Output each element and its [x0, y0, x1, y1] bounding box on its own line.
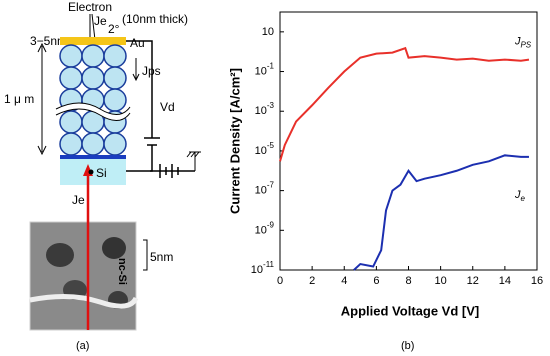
height-label: 1 μ m	[4, 92, 34, 106]
ground	[186, 151, 201, 171]
break	[54, 103, 133, 121]
x-tick-label: 6	[373, 275, 379, 287]
je-top-label: Je	[94, 14, 107, 28]
caption-b: (b)	[401, 340, 414, 352]
series-label: JPS	[514, 35, 532, 49]
battery	[150, 164, 195, 178]
x-tick-label: 12	[467, 275, 479, 287]
je-bottom-label: Je	[72, 193, 85, 207]
thick-label: (10nm thick)	[122, 12, 188, 26]
scale-label: 5nm	[150, 250, 173, 264]
y-tick-label: 10-1	[255, 62, 275, 78]
pore-label: 3−5nm	[30, 34, 67, 48]
x-tick-label: 2	[309, 275, 315, 287]
series-line	[279, 46, 530, 162]
au-layer	[60, 37, 126, 45]
plot-frame	[279, 11, 538, 271]
y-tick-label: 10-3	[255, 101, 275, 117]
y-tick-label: 10-5	[255, 141, 275, 157]
x-tick-label: 16	[531, 275, 543, 287]
jps-label: Jps	[142, 64, 161, 78]
angle-label: 2°	[108, 22, 120, 36]
nanocrystals	[59, 44, 127, 156]
y-tick-label: 10	[262, 26, 274, 38]
ncsi-label: nc-Si	[116, 258, 128, 285]
break	[29, 293, 139, 309]
series-line	[353, 154, 529, 271]
caption-a: (a)	[76, 340, 89, 352]
vd-label: Vd	[160, 100, 175, 114]
au-label: Au	[130, 36, 145, 50]
scale-bar	[143, 239, 148, 271]
si-label: Si	[96, 166, 107, 180]
grain	[46, 243, 74, 267]
x-tick-label: 8	[405, 275, 411, 287]
x-axis-label: Applied Voltage Vd [V]	[341, 303, 479, 318]
y-tick-label: 10-9	[255, 220, 275, 236]
electron-dot	[88, 169, 94, 175]
y-tick-label: 10-11	[251, 260, 275, 276]
emit-line	[91, 13, 96, 41]
electron-label: Electron	[68, 0, 112, 14]
grain	[102, 237, 126, 259]
circuit	[126, 40, 160, 172]
y-axis-label: Current Density [A/cm²]	[227, 68, 242, 214]
x-tick-label: 10	[435, 275, 447, 287]
diagram: Electron Je 2° (10nm thick) 3−5nm Au Si …	[4, 0, 201, 352]
height-arrow	[37, 42, 47, 156]
y-tick-label: 10-7	[255, 181, 275, 197]
series-label: Je	[514, 189, 526, 203]
break	[55, 102, 131, 121]
x-tick-label: 14	[499, 275, 511, 287]
x-tick-label: 4	[341, 275, 347, 287]
x-tick-label: 0	[277, 275, 283, 287]
jps-arrow	[132, 73, 140, 82]
interface	[60, 155, 126, 159]
